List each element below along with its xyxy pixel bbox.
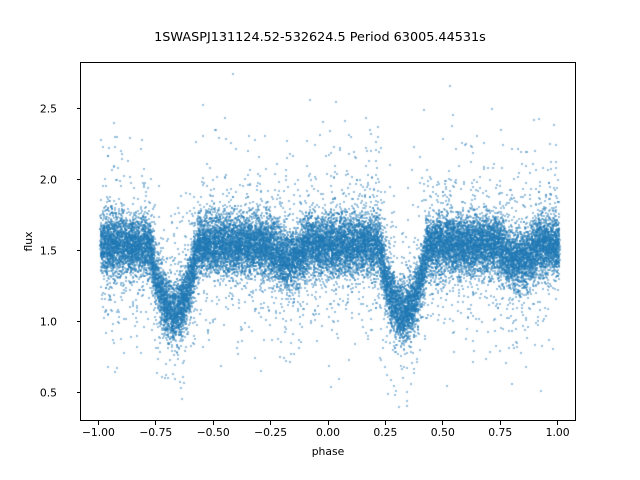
y-tick-mark — [76, 108, 80, 110]
chart-title: 1SWASPJ131124.52-532624.5 Period 63005.4… — [154, 30, 486, 45]
x-tick-mark — [212, 421, 214, 425]
y-tick-mark — [76, 392, 80, 394]
y-tick-mark — [76, 250, 80, 252]
y-tick-label: 2.0 — [39, 173, 57, 187]
plot-axes — [80, 62, 576, 421]
y-tick-mark — [76, 179, 80, 181]
x-tick-mark — [557, 421, 559, 425]
x-tick-mark — [155, 421, 157, 425]
y-tick-label: 0.5 — [39, 386, 57, 400]
x-tick-label: −0.50 — [196, 426, 230, 439]
y-tick-label: 2.5 — [39, 102, 57, 116]
scatter-plot-canvas — [81, 63, 575, 420]
x-tick-label: 0.25 — [373, 426, 398, 439]
y-tick-mark — [76, 321, 80, 323]
x-tick-label: 0.75 — [488, 426, 513, 439]
x-tick-mark — [327, 421, 329, 425]
y-tick-label: 1.0 — [39, 315, 57, 329]
x-tick-label: −0.75 — [139, 426, 173, 439]
x-tick-label: 0.00 — [315, 426, 341, 439]
y-tick-label: 1.5 — [39, 244, 57, 258]
y-axis-label: flux — [22, 231, 35, 252]
x-tick-label: −1.00 — [81, 426, 115, 439]
x-tick-label: 1.00 — [545, 426, 570, 439]
x-tick-mark — [499, 421, 501, 425]
x-tick-mark — [97, 421, 99, 425]
x-tick-label: −0.25 — [254, 426, 288, 439]
x-tick-mark — [270, 421, 272, 425]
x-axis-label: phase — [311, 445, 345, 458]
x-tick-mark — [442, 421, 444, 425]
x-tick-label: 0.50 — [430, 426, 455, 439]
x-tick-mark — [384, 421, 386, 425]
